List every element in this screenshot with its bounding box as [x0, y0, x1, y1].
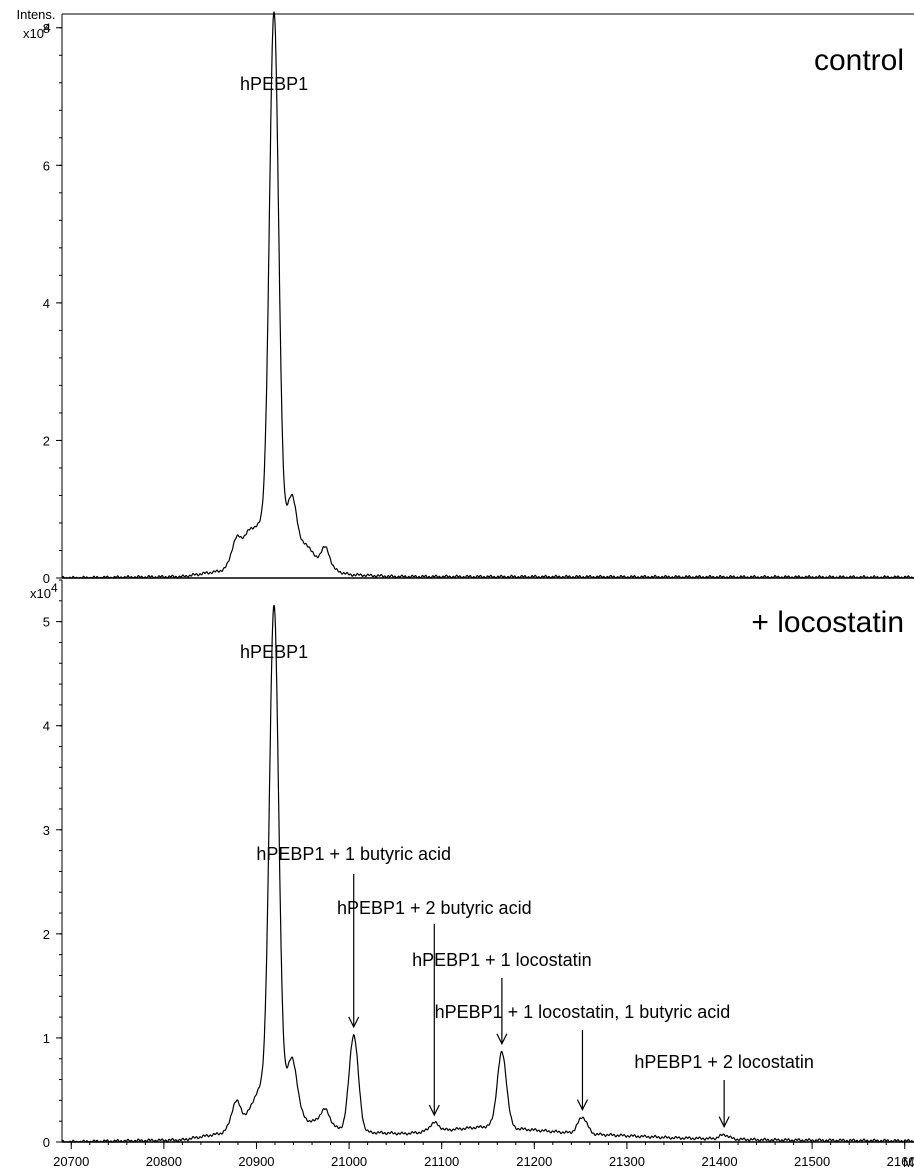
y-tick-label: 0 — [43, 1135, 50, 1150]
x-tick-label: 21100 — [424, 1154, 459, 1169]
y-tick-label: 4 — [43, 296, 50, 311]
x-tick-label: 21500 — [794, 1154, 830, 1169]
x-tick-label: 20700 — [53, 1154, 89, 1169]
x-tick-label: 21400 — [701, 1154, 737, 1169]
top-panel-title: control — [814, 44, 904, 77]
top-y-unit-exp: 4 — [44, 21, 51, 35]
bottom-y-unit: x104 — [30, 581, 58, 601]
peak-arrow-head — [496, 1033, 508, 1046]
bottom-panel: 0 1 2 3 4 5 20700 20800 20900 21000 21100 21200 2130… — [43, 579, 914, 1169]
spectrum-trace — [61, 604, 914, 1143]
x-axis-unit: M — [903, 1155, 914, 1170]
bottom-panel-title: + locostatin — [751, 606, 904, 639]
y-tick-label: 1 — [43, 1031, 50, 1046]
x-tick-label: 20800 — [146, 1154, 182, 1169]
peak-label: hPEBP1 + 1 locostatin, 1 butyric acid — [435, 1002, 731, 1022]
y-tick-label: 4 — [43, 719, 50, 734]
y-tick-label: 0 — [43, 571, 50, 586]
bottom-y-unit-exp: 4 — [51, 581, 58, 595]
y-tick-label: 2 — [43, 433, 50, 448]
y-tick-label: 2 — [43, 927, 50, 942]
x-tick-label: 20900 — [238, 1154, 274, 1169]
x-tick-label: 21600 — [887, 1154, 914, 1169]
peak-label: hPEBP1 + 1 butyric acid — [256, 844, 451, 864]
y-axis-label: Intens. — [16, 7, 55, 22]
bottom-y-unit-base: x10 — [30, 586, 51, 601]
peak-label: hPEBP1 — [240, 74, 308, 94]
x-tick-label: 21300 — [609, 1154, 645, 1169]
y-tick-label: 6 — [43, 158, 50, 173]
spectrum-trace — [61, 11, 914, 579]
peak-arrow-head — [718, 1116, 730, 1128]
peak-arrow-head — [428, 1104, 440, 1117]
y-tick-label: 5 — [43, 615, 50, 630]
peak-label: hPEBP1 + 2 butyric acid — [337, 898, 532, 918]
top-panel: 0 2 4 6 8 hPEBP1 — [43, 11, 914, 586]
y-tick-label: 3 — [43, 823, 50, 838]
peak-arrow-head — [348, 1016, 360, 1029]
x-tick-label: 21000 — [331, 1154, 367, 1169]
peak-arrow-head — [576, 1099, 588, 1111]
top-y-unit-base: x10 — [23, 26, 44, 41]
top-y-unit: x104 — [23, 21, 51, 41]
y-tick-label: 8 — [43, 21, 50, 36]
peak-label: hPEBP1 + 2 locostatin — [634, 1052, 814, 1072]
x-tick-label: 21200 — [516, 1154, 552, 1169]
peak-label: hPEBP1 — [240, 642, 308, 662]
peak-label: hPEBP1 + 1 locostatin — [412, 950, 592, 970]
